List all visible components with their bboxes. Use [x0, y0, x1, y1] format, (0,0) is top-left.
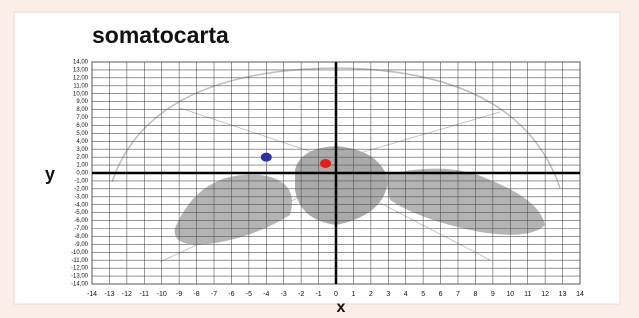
x-tick-label: 14: [576, 291, 584, 298]
x-tick-label: 3: [386, 291, 390, 298]
y-tick-label: 8,00: [76, 107, 88, 113]
y-tick-label: -14,00: [71, 282, 89, 288]
x-tick-label: 8: [473, 291, 477, 298]
y-tick-label: -1,00: [74, 179, 88, 185]
x-tick-label: 12: [541, 291, 549, 298]
x-tick-label: -8: [193, 291, 199, 298]
chart: somatocarta y x -14,00-13,00-12,00-11,00…: [0, 0, 639, 318]
y-tick-label: 11,00: [73, 83, 88, 89]
x-axis-label: x: [337, 299, 346, 316]
y-tick-label: -5,00: [74, 210, 88, 216]
x-tick-label: -9: [176, 291, 182, 298]
x-tick-label: -5: [246, 291, 252, 298]
y-tick-label: -4,00: [74, 202, 88, 208]
x-tick-label: 4: [404, 291, 408, 298]
chart-title: somatocarta: [92, 22, 229, 48]
x-tick-label: -2: [298, 291, 304, 298]
x-tick-label: -4: [263, 291, 269, 298]
x-tick-label: -11: [139, 291, 149, 298]
y-tick-label: 6,00: [76, 123, 88, 129]
y-tick-label: -12,00: [71, 266, 89, 272]
x-tick-label: 13: [559, 291, 567, 298]
x-tick-label: -6: [228, 291, 234, 298]
y-tick-label: -7,00: [74, 226, 88, 232]
y-tick-label: -11,00: [71, 258, 88, 264]
x-tick-label: -10: [157, 291, 167, 298]
x-tick-label: 9: [491, 291, 495, 298]
x-tick-label: 11: [524, 291, 531, 298]
y-tick-label: 3,00: [76, 147, 88, 153]
y-tick-label: 5,00: [76, 131, 88, 137]
x-tick-label: 7: [456, 291, 460, 298]
x-tick-label: 6: [439, 291, 443, 298]
x-tick-label: -13: [104, 291, 114, 298]
y-tick-label: -2,00: [74, 186, 88, 192]
y-tick-label: -9,00: [74, 242, 88, 248]
x-tick-label: -1: [315, 291, 321, 298]
y-tick-label: -8,00: [74, 234, 88, 240]
y-tick-label: -10,00: [71, 250, 89, 256]
y-tick-label: 13,00: [73, 68, 89, 74]
y-tick-label: -6,00: [74, 218, 88, 224]
point: [261, 153, 272, 162]
y-tick-label: 12,00: [73, 75, 89, 81]
y-tick-label: 7,00: [76, 115, 88, 121]
y-axis-label: y: [45, 164, 55, 184]
x-tick-label: 5: [421, 291, 425, 298]
y-tick-label: 4,00: [76, 139, 88, 145]
x-tick-label: -3: [281, 291, 287, 298]
point: [320, 159, 331, 168]
y-tick-label: 1,00: [76, 163, 88, 169]
y-tick-label: -3,00: [74, 194, 88, 200]
y-tick-label: -13,00: [71, 274, 89, 280]
y-tick-label: 10,00: [73, 91, 89, 97]
x-tick-label: 2: [369, 291, 373, 298]
y-tick-label: 0,00: [76, 171, 88, 177]
x-tick-label: 1: [351, 291, 355, 298]
x-tick-label: 10: [506, 291, 514, 298]
x-tick-label: 0: [334, 291, 338, 298]
x-tick-label: -12: [122, 291, 132, 298]
y-tick-label: 9,00: [76, 99, 88, 105]
x-tick-label: -14: [87, 291, 97, 298]
x-tick-label: -7: [211, 291, 217, 298]
y-tick-label: 14,00: [73, 60, 89, 66]
y-tick-label: 2,00: [76, 155, 88, 161]
